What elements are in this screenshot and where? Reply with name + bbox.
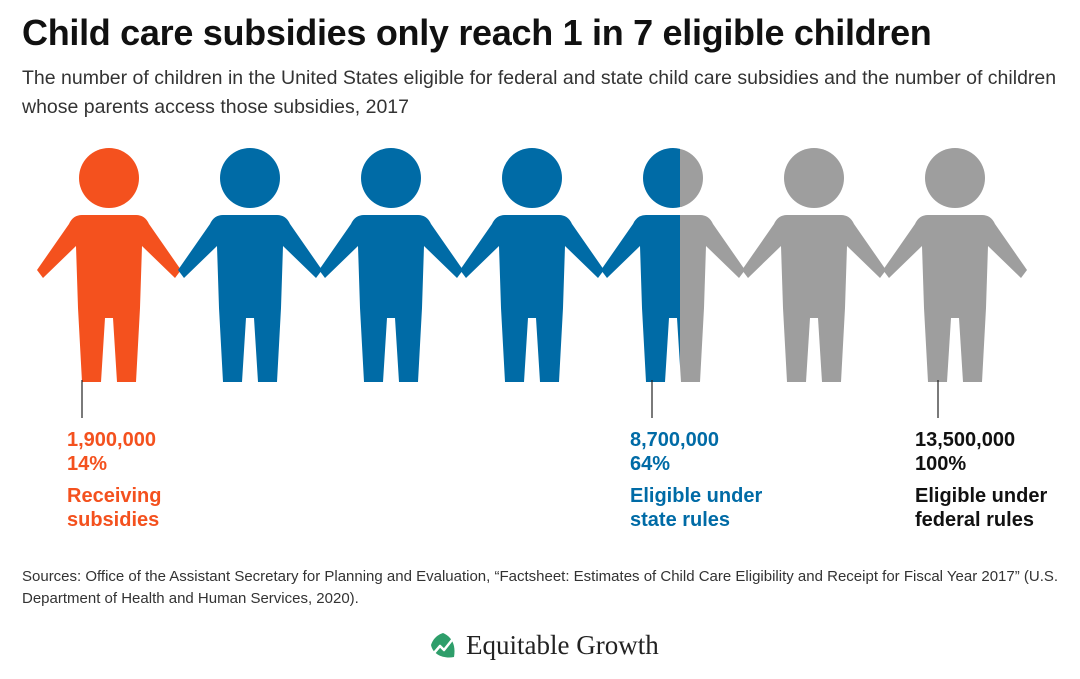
- child-figure: [460, 148, 604, 382]
- child-figure: [178, 148, 322, 382]
- value-label: 13,500,000: [915, 429, 1016, 451]
- percent-label: 14%: [67, 453, 108, 475]
- child-figure: [319, 148, 463, 382]
- child-figure: [37, 148, 181, 382]
- series-label: Eligible under federal rules: [915, 485, 1048, 531]
- leaf-chart-icon: [431, 632, 455, 657]
- value-label: 8,700,000: [630, 429, 719, 451]
- annotation-state: 8,700,000 64% Eligible under state rules: [630, 428, 762, 532]
- logo: Equitable Growth: [428, 630, 659, 661]
- sources-note: Sources: Office of the Assistant Secreta…: [22, 568, 1059, 607]
- pictograph: [37, 148, 1027, 418]
- percent-label: 64%: [630, 453, 671, 475]
- child-figure-split-right: [680, 148, 745, 382]
- logo-text: Equitable Growth: [466, 630, 659, 660]
- child-figure-split-left: [601, 148, 680, 382]
- child-figure: [742, 148, 886, 382]
- chart-title: Child care subsidies only reach 1 in 7 e…: [22, 12, 932, 53]
- series-label: Eligible under state rules: [630, 485, 763, 531]
- annotation-receiving: 1,900,000 14% Receiving subsidies: [67, 428, 161, 532]
- series-label: Receiving subsidies: [67, 485, 162, 531]
- value-label: 1,900,000: [67, 429, 156, 451]
- chart-subtitle: The number of children in the United Sta…: [22, 67, 1057, 118]
- percent-label: 100%: [915, 453, 967, 475]
- annotation-federal: 13,500,000 100% Eligible under federal r…: [915, 428, 1047, 532]
- child-figure: [883, 148, 1027, 382]
